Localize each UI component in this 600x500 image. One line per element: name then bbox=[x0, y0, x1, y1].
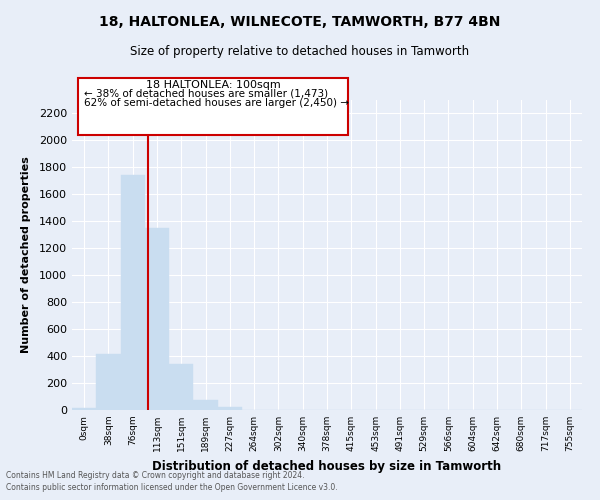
Y-axis label: Number of detached properties: Number of detached properties bbox=[20, 156, 31, 354]
Bar bbox=[96, 354, 121, 410]
Text: ← 38% of detached houses are smaller (1,473): ← 38% of detached houses are smaller (1,… bbox=[84, 88, 328, 99]
Bar bbox=[193, 400, 218, 410]
Bar bbox=[145, 228, 169, 410]
Text: Contains public sector information licensed under the Open Government Licence v3: Contains public sector information licen… bbox=[6, 484, 338, 492]
Text: 62% of semi-detached houses are larger (2,450) →: 62% of semi-detached houses are larger (… bbox=[84, 98, 349, 108]
Text: Contains HM Land Registry data © Crown copyright and database right 2024.: Contains HM Land Registry data © Crown c… bbox=[6, 471, 305, 480]
Bar bbox=[169, 364, 193, 410]
Bar bbox=[72, 408, 96, 410]
Text: Size of property relative to detached houses in Tamworth: Size of property relative to detached ho… bbox=[130, 45, 470, 58]
Bar bbox=[121, 176, 145, 410]
X-axis label: Distribution of detached houses by size in Tamworth: Distribution of detached houses by size … bbox=[152, 460, 502, 472]
Text: 18, HALTONLEA, WILNECOTE, TAMWORTH, B77 4BN: 18, HALTONLEA, WILNECOTE, TAMWORTH, B77 … bbox=[100, 15, 500, 29]
Text: 18 HALTONLEA: 100sqm: 18 HALTONLEA: 100sqm bbox=[146, 80, 280, 90]
Bar bbox=[218, 406, 242, 410]
